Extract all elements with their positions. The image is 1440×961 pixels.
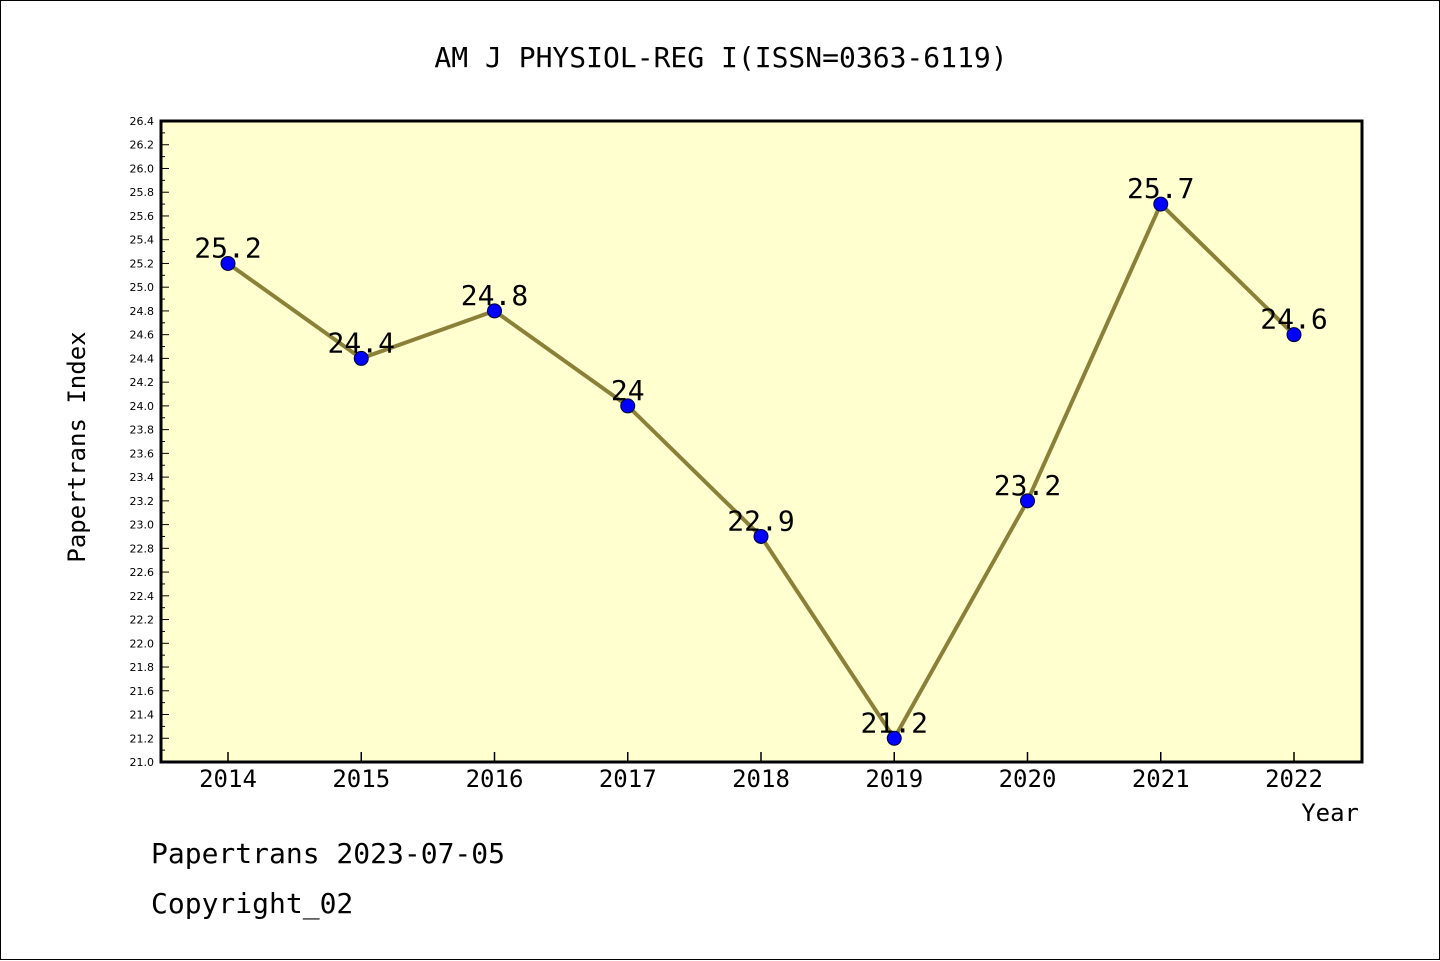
x-tick-label: 2020 bbox=[999, 765, 1057, 793]
y-tick-label: 25.0 bbox=[130, 281, 155, 294]
y-tick-label: 23.2 bbox=[130, 495, 155, 508]
y-tick-label: 24.2 bbox=[130, 376, 155, 389]
data-label: 23.2 bbox=[994, 469, 1061, 502]
y-tick-label: 23.8 bbox=[130, 424, 155, 437]
y-tick-label: 23.0 bbox=[130, 519, 155, 532]
y-tick-label: 25.2 bbox=[130, 257, 155, 270]
y-tick-label: 26.2 bbox=[130, 139, 155, 152]
y-tick-label: 24.0 bbox=[130, 400, 155, 413]
y-axis-label: Papertrans Index bbox=[63, 331, 91, 562]
y-tick-label: 24.8 bbox=[130, 305, 155, 318]
y-tick-label: 22.2 bbox=[130, 614, 155, 627]
x-axis: 2014 2015 2016 2017 2018 2019 2020 2021 2022 bbox=[199, 752, 1323, 793]
x-tick-label: 2017 bbox=[599, 765, 657, 793]
data-point bbox=[353, 350, 369, 366]
y-tick-label: 21.4 bbox=[130, 709, 155, 722]
x-tick-label: 2015 bbox=[332, 765, 390, 793]
data-label: 24.6 bbox=[1260, 303, 1327, 336]
data-label: 24.8 bbox=[461, 279, 528, 312]
data-point bbox=[886, 730, 902, 746]
x-tick-label: 2018 bbox=[732, 765, 790, 793]
y-tick-label: 26.4 bbox=[130, 115, 155, 128]
plot-area bbox=[161, 121, 1362, 762]
y-tick-label: 22.6 bbox=[130, 566, 155, 579]
y-tick-label: 24.4 bbox=[130, 352, 155, 365]
data-label: 25.7 bbox=[1127, 172, 1194, 205]
y-tick-label: 21.8 bbox=[130, 661, 155, 674]
y-axis: 21.0 21.2 21.4 21.6 21.8 22.0 22.2 22.4 22.6 22.8… bbox=[130, 115, 169, 769]
chart-title: AM J PHYSIOL-REG I(ISSN=0363-6119) bbox=[434, 41, 1007, 74]
data-label: 21.2 bbox=[861, 706, 928, 739]
y-tick-label: 26.0 bbox=[130, 162, 155, 175]
footer-date: Papertrans 2023-07-05 bbox=[151, 837, 506, 870]
y-tick-label: 25.6 bbox=[130, 210, 155, 223]
x-axis-label: Year bbox=[1301, 799, 1359, 827]
x-tick-label: 2021 bbox=[1132, 765, 1190, 793]
plot-border bbox=[159, 119, 1364, 764]
data-label: 25.2 bbox=[194, 231, 261, 264]
series-layer: 25.2 24.4 24.8 24 22.9 21.2 23.2 25.7 24.6 bbox=[194, 172, 1328, 746]
data-label: 24 bbox=[611, 374, 645, 407]
y-tick-label: 24.6 bbox=[130, 329, 155, 342]
footer-copyright: Copyright_02 bbox=[151, 887, 354, 920]
y-tick-label: 21.2 bbox=[130, 732, 155, 745]
data-point bbox=[620, 398, 636, 414]
y-tick-label: 23.6 bbox=[130, 447, 155, 460]
data-point bbox=[753, 528, 769, 544]
y-tick-label: 22.8 bbox=[130, 542, 155, 555]
data-point bbox=[220, 255, 236, 271]
data-point bbox=[487, 303, 502, 319]
x-tick-label: 2022 bbox=[1265, 765, 1323, 793]
data-point bbox=[1286, 327, 1302, 343]
y-tick-label: 25.8 bbox=[130, 186, 155, 199]
y-tick-label: 22.4 bbox=[130, 590, 155, 603]
x-tick-label: 2016 bbox=[466, 765, 524, 793]
data-label: 22.9 bbox=[727, 504, 794, 537]
data-label: 24.4 bbox=[328, 326, 395, 359]
y-tick-label: 23.4 bbox=[130, 471, 155, 484]
x-tick-label: 2014 bbox=[199, 765, 257, 793]
y-tick-label: 25.4 bbox=[130, 234, 155, 247]
data-point bbox=[1020, 493, 1035, 509]
y-tick-label: 22.0 bbox=[130, 637, 155, 650]
y-tick-label: 21.0 bbox=[130, 756, 155, 769]
y-tick-label: 21.6 bbox=[130, 685, 155, 698]
x-tick-label: 2019 bbox=[865, 765, 923, 793]
data-point bbox=[1153, 196, 1169, 212]
